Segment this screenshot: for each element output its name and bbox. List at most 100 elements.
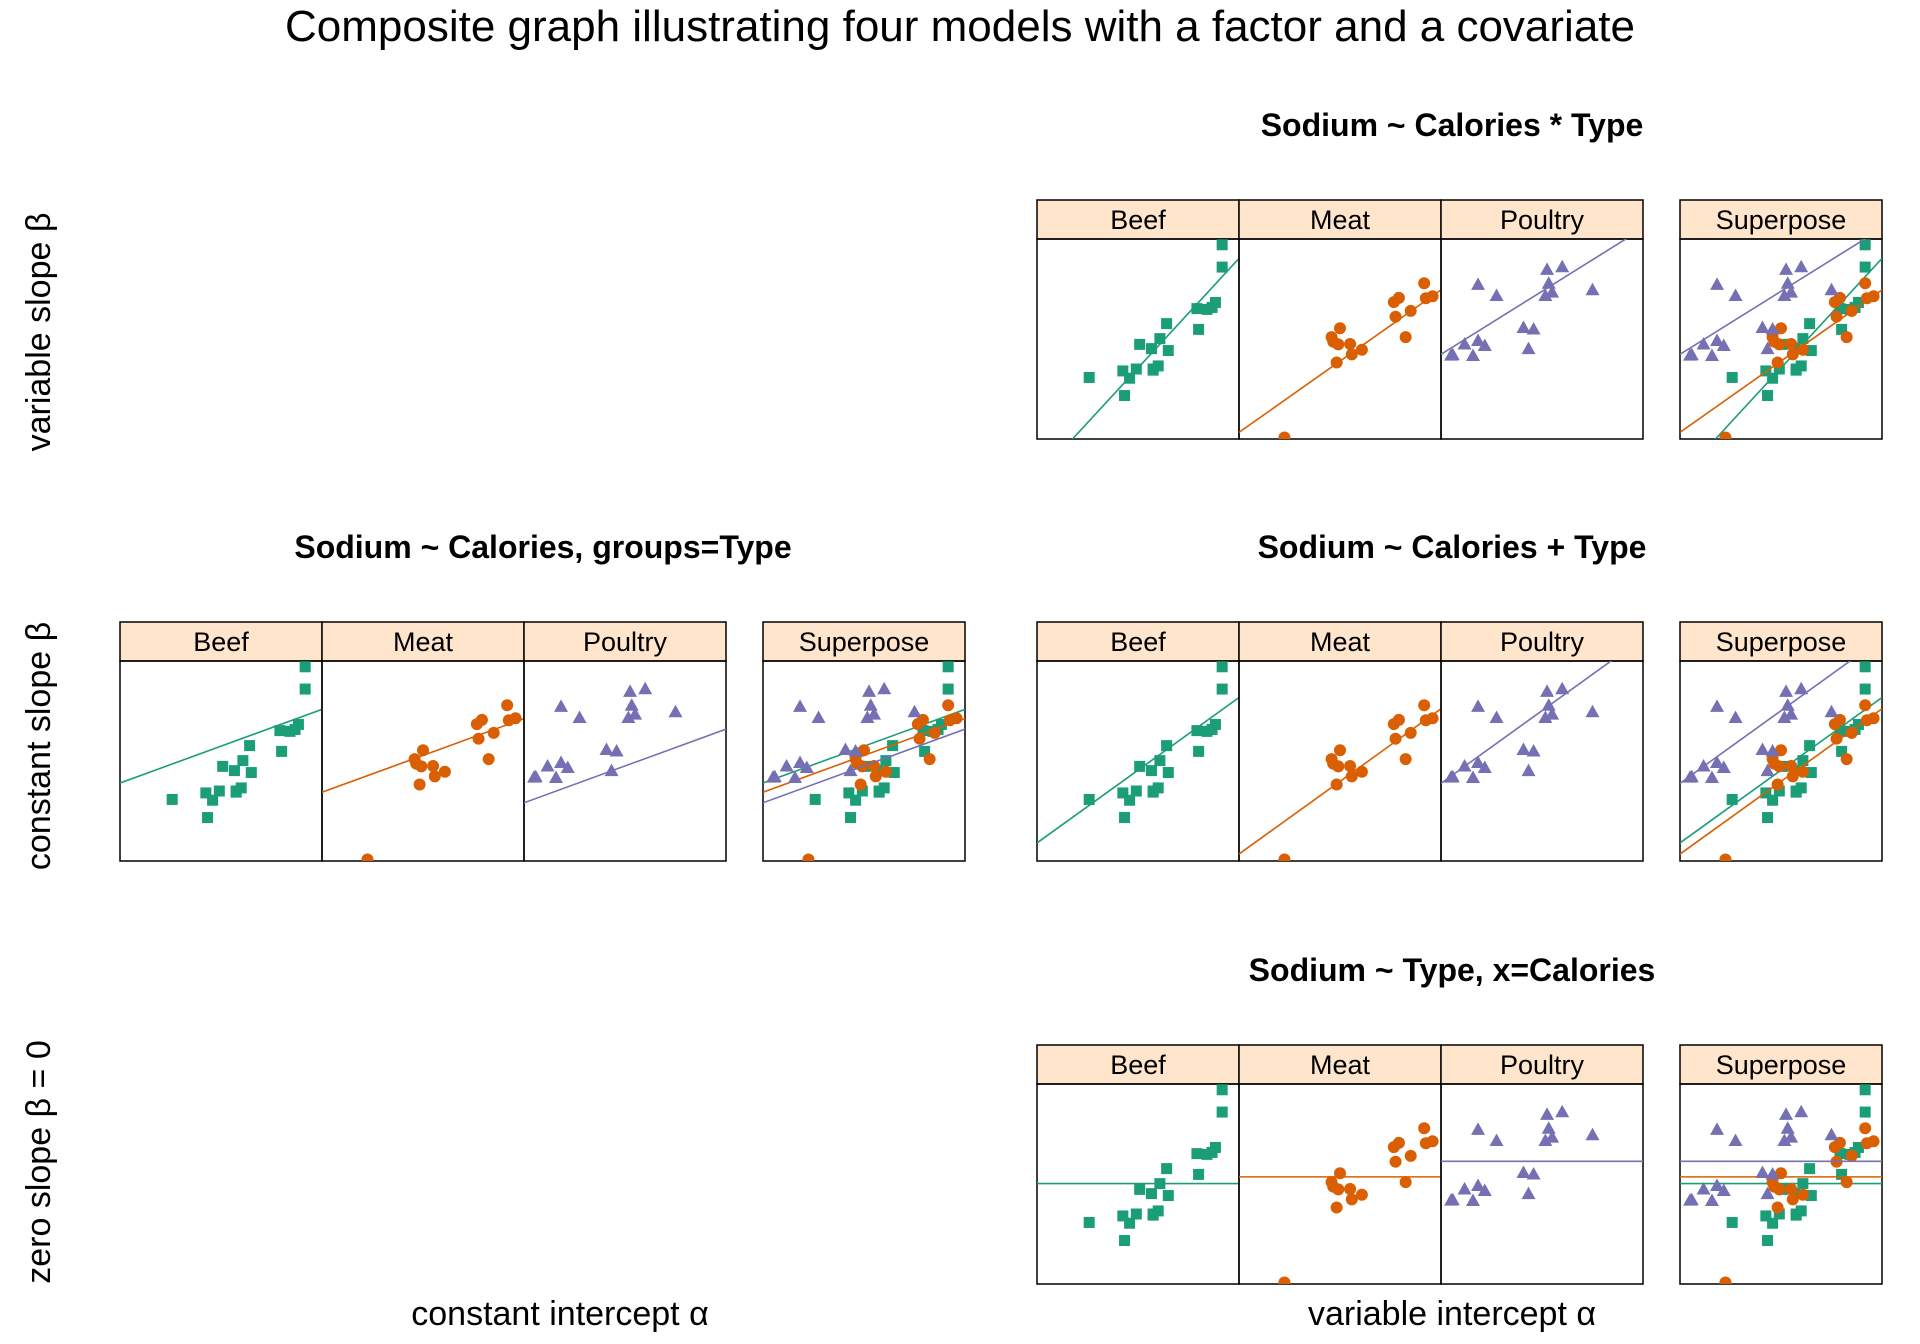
model-3-panel-poultry [1440,660,1644,862]
model-2-superpose-meat-point [923,753,936,766]
model-2-superpose-poultry-point [766,770,781,783]
model-1-superpose-poultry-point [1704,348,1719,362]
model-2-poultry-poultry-point [609,744,624,757]
model-2-superpose-beef-point [856,785,868,797]
model-1-poultry-poultry-point [1471,277,1486,290]
model-2-meat-meat-point [408,753,421,766]
model-4-strip-meat [1238,1044,1442,1085]
model-2-superpose-meat-point [913,732,926,745]
model-3-meat-meat-point [1418,699,1431,712]
model-2-beef-beef-point [299,683,311,695]
model-4-superpose-poultry-point [1696,1182,1711,1195]
model-2-poultry-poultry-point [572,710,587,724]
model-2-superpose-poultry-point [811,710,826,724]
model-3-superpose-beef-point [1804,740,1816,752]
model-1-superpose-beef-point [1805,345,1817,357]
model-4-beef-beef-point [1193,1168,1205,1180]
model-2-strip-poultry [523,621,727,662]
model-4-strip-beef [1036,1044,1240,1085]
model-3-superpose-poultry-point [1824,704,1839,718]
model-4-poultry-poultry-point [1471,1122,1486,1135]
model-3-superpose-poultry-point [1716,760,1731,774]
model-1-superpose-poultry-point [1779,262,1794,275]
model-4-superpose-beef-point [1836,1168,1848,1180]
model-2-poultry-poultry-fit-line [524,728,726,804]
model-2-superpose-beef-point [880,755,892,767]
row-label-zero-slope: zero slope β = 0 [20,1040,58,1284]
model-4-meat-meat-point [1344,1183,1357,1195]
model-1-superpose-beef-point [1836,323,1848,335]
model-4-superpose-beef-point [1773,1208,1785,1220]
model-4-strip-label-poultry: Poultry [1500,1050,1585,1080]
model-4-panel-content-meat [1239,1122,1441,1284]
model-1-superpose-meat-point [1830,310,1843,323]
model-3-superpose-poultry-point [1794,681,1809,695]
model-2-beef-beef-point [213,785,225,797]
model-2-panel-poultry [523,660,727,862]
model-3-meat-meat-point [1404,726,1417,739]
model-1-superpose-meat-point [1859,277,1872,290]
model-1-meat-meat-point [1345,348,1358,361]
model-3-beef-beef-point [1162,767,1174,779]
model-1-beef-beef-point [1161,318,1173,330]
model-3-meat-meat-point [1392,713,1405,726]
model-2-beef-beef-point [276,745,288,757]
model-1-superpose-meat-point [1775,322,1787,335]
model-1-beef-beef-point [1119,390,1131,402]
model-4-poultry-poultry-point [1555,1104,1570,1118]
model-3-strip-label-poultry: Poultry [1500,627,1585,657]
model-1-panel-poultry [1440,238,1644,440]
model-3-strip-label-beef: Beef [1110,627,1166,657]
model-3-superpose-meat-point [1867,712,1880,725]
model-1-meat-meat-point [1334,322,1346,335]
model-2-beef-beef-point [230,786,242,798]
model-3-superpose-poultry-point [1710,699,1725,712]
model-4-beef-beef-point [1145,1188,1157,1200]
model-4-poultry-poultry-point [1489,1133,1504,1147]
model-2-poultry-poultry-point [560,760,575,774]
model-1-poultry-poultry-point [1471,333,1486,347]
model-1-meat-meat-point [1392,291,1405,304]
model-3-superpose-poultry-point [1710,755,1725,769]
model-4-poultry-poultry-point [1465,1193,1480,1207]
model-4-poultry-poultry-point [1526,1167,1541,1180]
model-1-superpose-meat-point [1786,348,1799,361]
model-1-superpose-beef-point [1773,363,1785,375]
model-3-panel-content-beef [1037,661,1239,844]
model-2-beef-beef-point [237,755,249,767]
model-1-poultry-poultry-point [1521,341,1536,355]
model-1-superpose-poultry-point [1824,282,1839,296]
model-1-poultry-poultry-point [1538,288,1553,302]
model-4-beef-beef-point [1119,1235,1131,1247]
model-4-meat-meat-point [1426,1135,1439,1148]
model-3-meat-meat-point [1345,770,1358,783]
model-1-panel-superpose [1679,238,1883,440]
model-2-superpose-beef-point [850,794,862,806]
model-2-beef-beef-point [166,793,178,805]
model-2-superpose-beef-point [888,767,900,779]
model-3-superpose-poultry-point [1704,770,1719,784]
model-4-superpose-beef-point [1859,1084,1871,1096]
model-2-meat-meat-point [413,778,426,791]
model-1-superpose-beef-point [1804,318,1816,330]
model-2-poultry-poultry-point [554,755,569,769]
model-3-beef-beef-point [1216,683,1228,695]
model-1-beef-beef-point [1206,301,1218,313]
model-2-superpose-beef-point [919,745,931,757]
model-3-meat-meat-point [1325,753,1338,766]
model-4-superpose-beef-point [1762,1235,1774,1247]
model-1-superpose-poultry-point [1683,348,1698,361]
model-2-beef-beef-point [228,765,240,777]
model-4-panel-content-poultry [1441,1104,1643,1207]
model-1-superpose-beef-point [1790,364,1802,376]
model-2-group: Sodium ~ Calories, groups=Type Beef Meat Po… [119,529,966,862]
model-3-poultry-poultry-point [1538,710,1553,724]
model-4-strip-label-superpose: Superpose [1716,1050,1847,1080]
model-3-poultry-poultry-point [1457,759,1472,772]
model-3-poultry-poultry-point [1516,742,1531,755]
model-3-strip-beef [1036,621,1240,662]
model-2-beef-beef-point [207,794,219,806]
model-2-superpose-poultry-point [860,710,875,724]
model-4-superpose-beef-point [1797,1178,1809,1190]
model-4-superpose-poultry-point [1824,1127,1839,1141]
